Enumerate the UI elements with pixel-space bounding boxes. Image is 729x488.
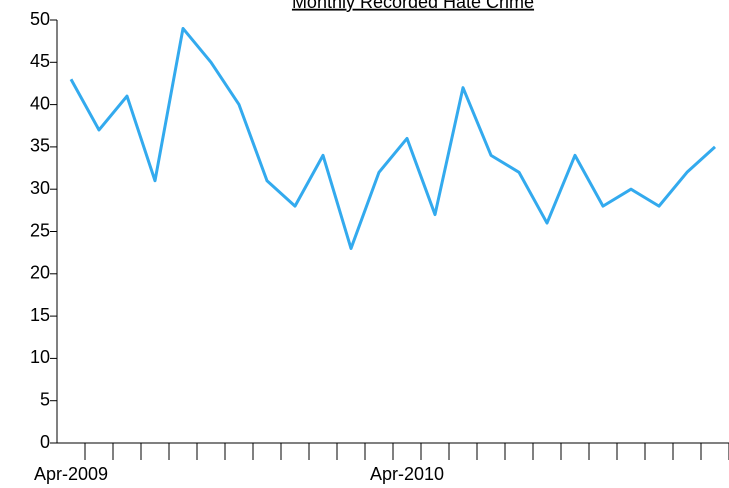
y-tick-label: 50 <box>30 9 50 29</box>
y-tick-label: 20 <box>30 263 50 283</box>
y-tick-label: 25 <box>30 220 50 240</box>
y-tick-label: 10 <box>30 347 50 367</box>
y-tick-label: 35 <box>30 136 50 156</box>
x-tick-label: Apr-2010 <box>370 464 444 484</box>
y-tick-label: 30 <box>30 178 50 198</box>
data-line <box>69 26 717 250</box>
y-tick-label: 5 <box>40 389 50 409</box>
y-tick-label: 0 <box>40 432 50 452</box>
chart-title: Monthly Recorded Hate Crime <box>292 0 534 12</box>
x-tick-label: Apr-2009 <box>34 464 108 484</box>
y-tick-label: 15 <box>30 305 50 325</box>
y-tick-label: 45 <box>30 51 50 71</box>
y-tick-label: 40 <box>30 93 50 113</box>
